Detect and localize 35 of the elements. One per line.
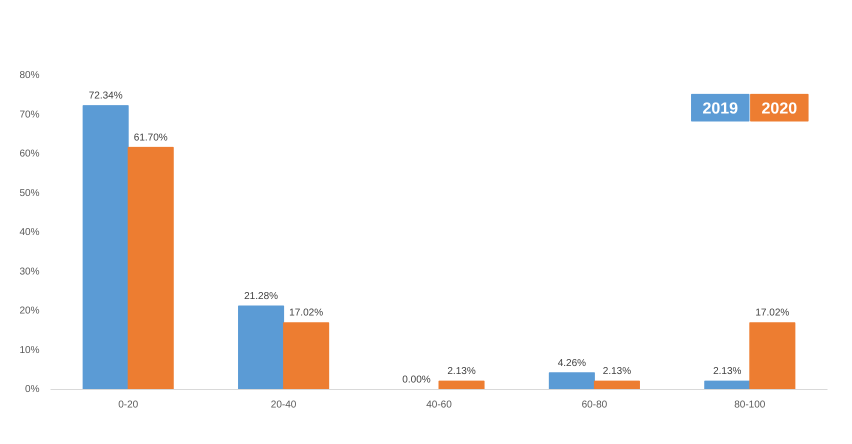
x-tick-label: 60-80 <box>582 400 608 410</box>
y-tick-label: 20% <box>19 306 40 316</box>
x-tick-label: 0-20 <box>118 400 139 410</box>
bar <box>238 305 284 390</box>
data-label: 2.13% <box>713 366 742 378</box>
data-label: 72.34% <box>88 90 123 102</box>
text: 2020 <box>762 100 798 118</box>
bar <box>704 380 750 390</box>
bar <box>128 146 174 390</box>
y-tick-label: 0% <box>25 384 40 395</box>
y-tick-label: 40% <box>19 227 40 238</box>
bar <box>438 380 485 390</box>
x-tick-label: 80-100 <box>734 400 766 410</box>
data-label: 61.70% <box>134 132 168 144</box>
data-label: 2.13% <box>602 366 632 378</box>
x-tick-label: 40-60 <box>426 400 452 410</box>
bar <box>548 372 595 390</box>
y-tick-label: 80% <box>19 70 40 81</box>
data-label: 2.13% <box>447 366 476 378</box>
y-tick-label: 50% <box>19 188 40 199</box>
bar <box>283 322 330 390</box>
data-label: 17.02% <box>755 308 790 319</box>
bar <box>594 380 640 390</box>
data-label: 17.02% <box>289 308 324 319</box>
data-label: 0.00% <box>402 374 431 386</box>
y-tick-label: 70% <box>19 109 40 120</box>
text: 2019 <box>702 100 738 118</box>
x-tick-label: 20-40 <box>270 400 297 410</box>
data-label: 21.28% <box>244 290 278 302</box>
data-label: 4.26% <box>558 358 586 369</box>
bar <box>82 105 129 390</box>
y-tick-label: 60% <box>19 148 40 160</box>
bar <box>749 322 796 390</box>
y-tick-label: 10% <box>19 344 40 356</box>
y-tick-label: 30% <box>19 266 40 278</box>
